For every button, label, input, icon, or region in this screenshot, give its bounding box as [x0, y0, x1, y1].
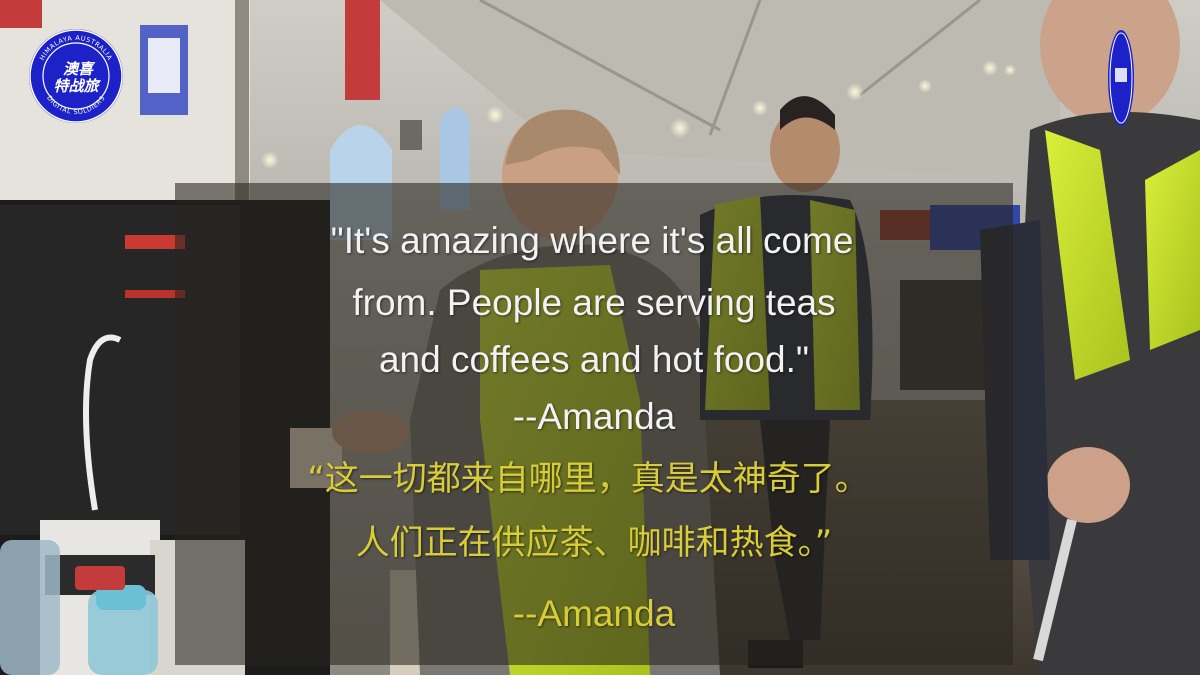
- subtitle-english-attribution: --Amanda: [512, 396, 676, 437]
- side-badge-logo: [1108, 30, 1134, 126]
- logo-center-line1: 澳喜: [63, 60, 96, 78]
- subtitle-chinese-attribution: --Amanda: [512, 593, 676, 634]
- subtitle-chinese-line-1: “这一切都来自哪里，真是太神奇了。: [307, 459, 869, 499]
- subtitle-english-line-3: and coffees and hot food.": [378, 339, 810, 380]
- logo-center-line2: 特战旅: [53, 77, 101, 95]
- subtitle-english-line-1: "It's amazing where it's all come: [330, 220, 854, 261]
- subtitle-chinese-line-2: 人们正在供应茶、咖啡和热食。”: [355, 523, 833, 563]
- subtitle-backdrop: [175, 183, 1013, 665]
- himalaya-australia-logo: HIMALAYA AUSTRALIA DIGITAL SOLDIERS 澳喜 特…: [29, 29, 123, 123]
- subtitle-english-line-2: from. People are serving teas: [352, 282, 836, 323]
